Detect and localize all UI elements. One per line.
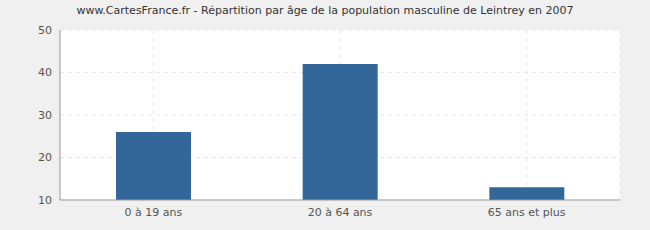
svg-text:20 à 64 ans: 20 à 64 ans [308, 206, 373, 219]
svg-text:10: 10 [38, 194, 52, 207]
svg-text:65 ans et plus: 65 ans et plus [488, 206, 566, 219]
svg-text:50: 50 [38, 24, 52, 37]
svg-text:0 à 19 ans: 0 à 19 ans [124, 206, 182, 219]
svg-text:40: 40 [38, 66, 52, 79]
svg-text:20: 20 [38, 151, 52, 164]
html-text:www.CartesFrance.fr - Répartit: www.CartesFrance.fr - Répartition par âg… [76, 4, 574, 17]
svg-text:30: 30 [38, 109, 52, 122]
